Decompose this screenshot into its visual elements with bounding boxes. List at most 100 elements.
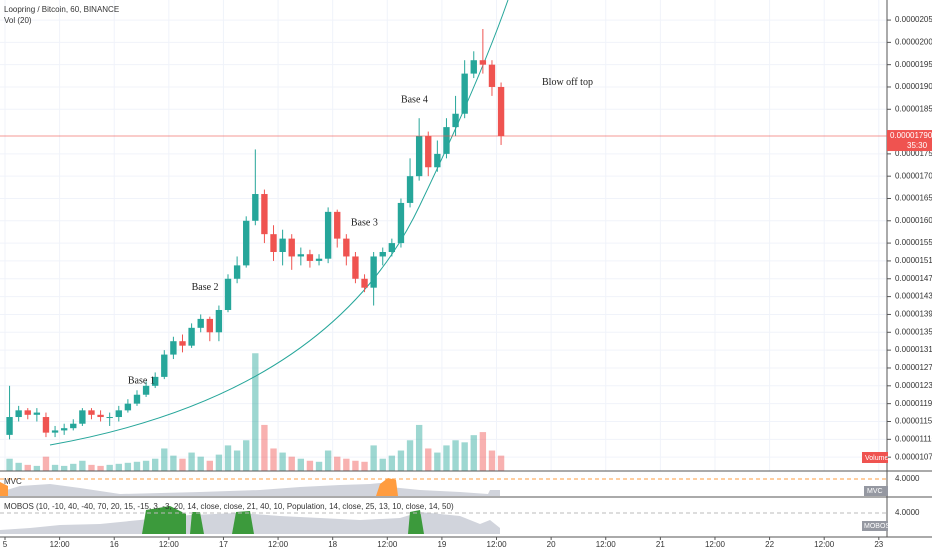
- volume-bar: [270, 448, 277, 471]
- volume-bar: [488, 450, 496, 471]
- x-tick-label: 16: [110, 540, 119, 549]
- mvc-area: [0, 483, 500, 496]
- candle-body: [42, 417, 50, 433]
- mvc-highlight: [376, 478, 398, 496]
- mobos-highlight: [408, 510, 424, 534]
- volume-bar: [33, 465, 41, 471]
- candle-body: [179, 341, 186, 346]
- volume-bar: [297, 458, 305, 471]
- volume-bar: [261, 424, 268, 471]
- candle-body: [306, 254, 314, 261]
- volume-bar: [315, 461, 323, 471]
- volume-bar: [24, 464, 31, 471]
- candle-body: [334, 211, 341, 239]
- candle-body: [33, 412, 41, 415]
- volume-bar: [461, 442, 468, 471]
- y-tick-label: 0.00001110: [895, 434, 932, 443]
- volume-tag-box: [862, 452, 888, 463]
- candle-body: [243, 220, 250, 266]
- volume-bar: [6, 458, 13, 471]
- candle-body: [352, 256, 359, 279]
- volume-bar: [324, 450, 332, 471]
- volume-bar: [42, 456, 50, 471]
- candle-body: [252, 194, 259, 221]
- annotation: Blow off top: [542, 77, 593, 88]
- volume-bar: [252, 353, 259, 471]
- volume-bar: [70, 463, 77, 471]
- annotation: Base 4: [401, 95, 428, 106]
- volume-bar: [306, 460, 314, 471]
- mobos-tag: MOBOS: [864, 523, 890, 530]
- candle-body: [24, 410, 31, 415]
- candle-body: [315, 258, 323, 261]
- volume-bar: [388, 455, 396, 471]
- x-tick-label: 17: [219, 540, 228, 549]
- grid: [0, 0, 887, 471]
- volume-bar: [224, 445, 232, 471]
- volume-bar: [51, 464, 59, 471]
- volume-bar: [88, 464, 95, 471]
- candle-body: [106, 417, 113, 419]
- countdown: 35:30: [907, 141, 928, 150]
- volume-bar: [415, 424, 423, 471]
- candle-body: [124, 403, 132, 411]
- volume-bar: [479, 432, 487, 471]
- x-tick-label: 12:00: [814, 540, 835, 549]
- volume-bar: [106, 464, 113, 471]
- volume-bar: [133, 461, 141, 471]
- x-tick-label: 5: [3, 540, 8, 549]
- candle-body: [297, 254, 305, 257]
- candle-body: [142, 385, 150, 395]
- volume-bar: [406, 440, 414, 471]
- candle-body: [215, 309, 223, 333]
- candle-body: [324, 211, 332, 259]
- volume-bar: [425, 448, 432, 471]
- mvc-level-label: 4.0000: [895, 474, 920, 483]
- chart-title: Loopring / Bitcoin, 60, BINANCE: [4, 5, 119, 14]
- candle-body: [270, 234, 277, 253]
- parabolic-curve: [49, 0, 509, 446]
- volume-bar: [452, 440, 459, 471]
- volume-bar: [206, 460, 213, 471]
- x-tick-label: 22: [765, 540, 774, 549]
- volume-tag: Volume: [865, 455, 888, 462]
- candle-body: [97, 414, 104, 418]
- candle-body: [170, 341, 177, 355]
- volume-bar: [233, 450, 241, 471]
- volume-bar: [115, 463, 122, 471]
- mobos-highlight: [232, 511, 254, 534]
- volume-bar: [215, 454, 223, 471]
- x-tick-label: 23: [874, 540, 883, 549]
- annotation: Base 2: [192, 282, 219, 293]
- volume-bar: [288, 456, 295, 471]
- volume-bar: [497, 455, 505, 471]
- candle-body: [452, 113, 459, 128]
- candle-body: [152, 376, 159, 386]
- volume-bar: [79, 460, 86, 471]
- x-tick-label: 20: [547, 540, 556, 549]
- volume-bar: [142, 460, 150, 471]
- volume-bar: [15, 462, 22, 471]
- x-tick-label: 12:00: [268, 540, 289, 549]
- annotation: Base 1: [128, 376, 155, 387]
- volume-bar: [124, 462, 132, 471]
- candle-body: [224, 278, 232, 310]
- mobos-title: MOBOS (10, -10, 40, -40, 70, 20, 15, -15…: [4, 502, 454, 511]
